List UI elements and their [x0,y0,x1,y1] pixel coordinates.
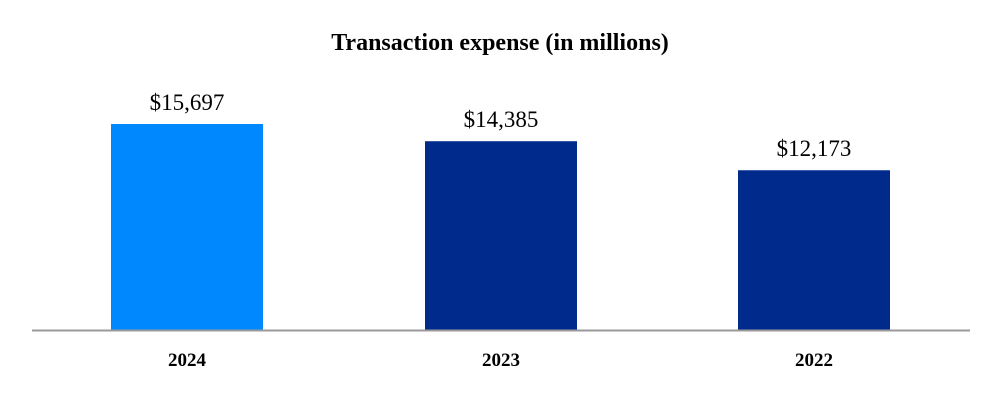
data-label-2022: $12,173 [777,136,852,161]
data-label-2023: $14,385 [464,107,539,132]
bar-2024 [111,124,263,330]
chart-title: Transaction expense (in millions) [331,30,669,56]
bar-2023 [425,141,577,330]
x-tick-label-2022: 2022 [795,350,833,371]
data-label-2024: $15,697 [150,90,225,115]
bar-2022 [738,170,890,330]
x-tick-label-2023: 2023 [482,350,520,371]
x-tick-label-2024: 2024 [168,350,207,371]
